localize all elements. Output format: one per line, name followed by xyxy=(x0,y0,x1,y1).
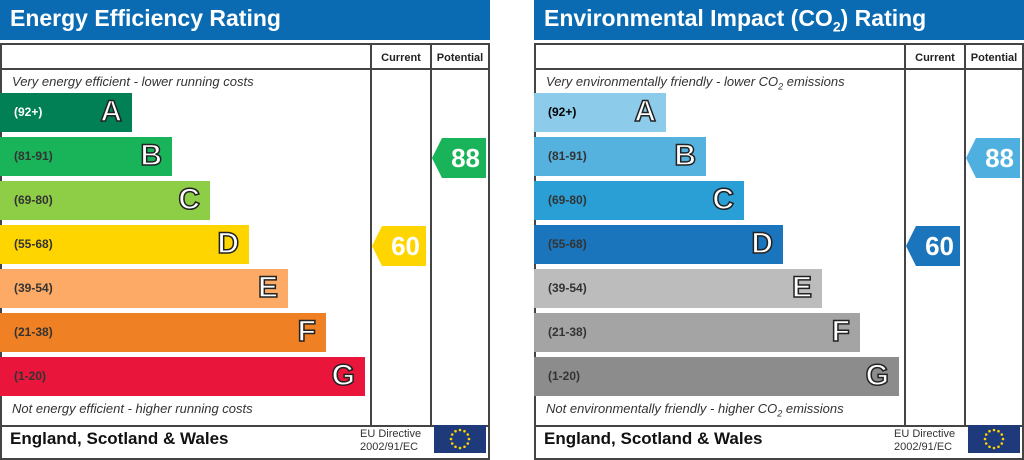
top-note: Very environmentally friendly - lower CO… xyxy=(546,74,845,92)
band-letter: B xyxy=(140,138,163,173)
divider xyxy=(964,45,966,427)
band-letter: C xyxy=(712,182,735,217)
subscript: 2 xyxy=(778,81,784,92)
band-letter: D xyxy=(217,226,240,261)
band-e: (39-54) E xyxy=(534,269,822,308)
divider xyxy=(904,45,906,427)
eu-directive: EU Directive 2002/91/EC xyxy=(894,428,956,453)
band-letter: G xyxy=(865,358,890,393)
potential-column-header: Potential xyxy=(970,52,1018,64)
current-rating-arrow: 60 xyxy=(906,226,960,266)
band-range: (81-91) xyxy=(14,149,53,163)
chart-title: Environmental Impact (CO2) Rating xyxy=(544,5,927,35)
band-letter: G xyxy=(331,358,356,393)
divider xyxy=(370,45,372,427)
band-letter: B xyxy=(674,138,697,173)
band-d: (55-68) D xyxy=(534,225,783,264)
divider xyxy=(430,45,432,427)
band-letter: F xyxy=(831,314,851,349)
rating-table: Current Potential Very environmentally f… xyxy=(534,43,1024,460)
band-letter: F xyxy=(297,314,317,349)
divider xyxy=(536,68,1022,70)
band-range: (1-20) xyxy=(548,369,581,383)
eu-flag-icon xyxy=(434,425,486,453)
rating-header: Environmental Impact (CO2) Rating xyxy=(534,0,1024,40)
current-column-header: Current xyxy=(915,52,955,64)
band-letter: A xyxy=(100,94,123,129)
region-label: England, Scotland & Wales xyxy=(10,429,229,448)
band-f: (21-38) F xyxy=(0,313,326,352)
subscript: 2 xyxy=(777,408,783,419)
band-range: (1-20) xyxy=(14,369,47,383)
band-letter: E xyxy=(257,270,279,305)
band-range: (92+) xyxy=(548,105,577,119)
band-a: (92+) A xyxy=(0,93,132,132)
band-range: (92+) xyxy=(14,105,43,119)
band-e: (39-54) E xyxy=(0,269,288,308)
divider xyxy=(2,425,488,427)
top-note: Very energy efficient - lower running co… xyxy=(12,74,254,89)
divider xyxy=(536,425,1022,427)
band-f: (21-38) F xyxy=(534,313,860,352)
current-column-header: Current xyxy=(381,52,421,64)
band-range: (55-68) xyxy=(14,237,53,251)
band-letter: E xyxy=(791,270,813,305)
potential-rating-arrow: 88 xyxy=(432,138,486,178)
band-letter: C xyxy=(178,182,201,217)
bottom-note: Not environmentally friendly - higher CO… xyxy=(546,401,844,419)
band-range: (39-54) xyxy=(14,281,53,295)
energy-efficiency-panel: Energy Efficiency Rating Current Potenti… xyxy=(0,0,490,460)
region-label: England, Scotland & Wales xyxy=(544,429,763,448)
chart-title: Energy Efficiency Rating xyxy=(10,5,281,31)
rating-header: Energy Efficiency Rating xyxy=(0,0,490,40)
band-letter: D xyxy=(751,226,774,261)
band-range: (55-68) xyxy=(548,237,587,251)
band-g: (1-20) G xyxy=(0,357,365,396)
bottom-note: Not energy efficient - higher running co… xyxy=(12,401,253,416)
band-letter: A xyxy=(634,94,657,129)
band-range: (21-38) xyxy=(14,325,53,339)
eu-directive: EU Directive 2002/91/EC xyxy=(360,428,422,453)
potential-column-header: Potential xyxy=(436,52,484,64)
band-range: (69-80) xyxy=(548,193,587,207)
potential-rating-arrow: 88 xyxy=(966,138,1020,178)
band-range: (81-91) xyxy=(548,149,587,163)
band-range: (39-54) xyxy=(548,281,587,295)
band-b: (81-91) B xyxy=(534,137,706,176)
band-a: (92+) A xyxy=(534,93,666,132)
divider xyxy=(2,68,488,70)
eu-flag-icon xyxy=(968,425,1020,453)
band-range: (69-80) xyxy=(14,193,53,207)
current-rating-arrow: 60 xyxy=(372,226,426,266)
band-g: (1-20) G xyxy=(534,357,899,396)
band-d: (55-68) D xyxy=(0,225,249,264)
band-c: (69-80) C xyxy=(534,181,744,220)
band-c: (69-80) C xyxy=(0,181,210,220)
band-range: (21-38) xyxy=(548,325,587,339)
environmental-impact-panel: Environmental Impact (CO2) Rating Curren… xyxy=(534,0,1024,460)
band-b: (81-91) B xyxy=(0,137,172,176)
